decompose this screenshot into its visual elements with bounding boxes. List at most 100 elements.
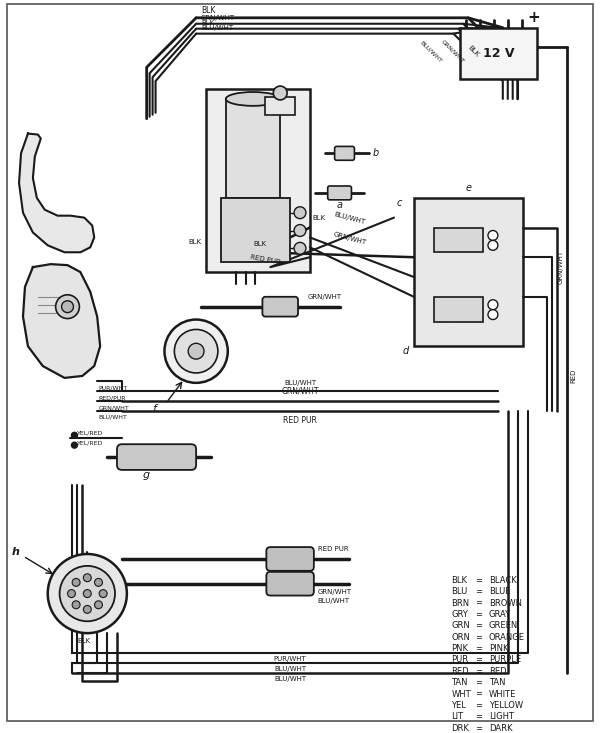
Text: YEL: YEL [451, 701, 466, 710]
Text: GRN/WHT: GRN/WHT [318, 589, 352, 594]
Text: BLK: BLK [466, 45, 480, 58]
Circle shape [294, 243, 306, 254]
Text: RED: RED [570, 369, 576, 383]
Text: GRN: GRN [451, 622, 470, 630]
Text: =: = [476, 655, 482, 664]
Text: PUR: PUR [451, 655, 469, 664]
Text: g: g [143, 470, 150, 480]
Bar [265, 97, 295, 115]
Bar [460, 28, 538, 79]
Circle shape [83, 605, 91, 614]
Text: BLK: BLK [254, 241, 267, 247]
Text: BLK: BLK [77, 638, 91, 644]
Text: =: = [476, 610, 482, 619]
Text: BLU/WHT: BLU/WHT [274, 676, 306, 682]
Text: =: = [476, 667, 482, 676]
Text: BLU/WHT: BLU/WHT [284, 380, 316, 386]
Polygon shape [19, 133, 94, 252]
Text: BLK: BLK [451, 575, 467, 585]
FancyBboxPatch shape [328, 186, 352, 200]
Text: BLU/WHT: BLU/WHT [333, 211, 366, 226]
Text: GRN/WHT: GRN/WHT [281, 387, 319, 396]
FancyBboxPatch shape [335, 147, 355, 161]
Text: PUR/WHT: PUR/WHT [274, 656, 307, 662]
Text: BLK: BLK [201, 6, 215, 15]
Text: BLU/WHT: BLU/WHT [274, 666, 306, 672]
Text: GRN/WHT: GRN/WHT [308, 294, 342, 300]
Circle shape [72, 578, 80, 586]
Text: =: = [476, 633, 482, 641]
Text: d: d [403, 346, 409, 356]
Text: f: f [152, 404, 157, 413]
Text: RED PUR: RED PUR [283, 416, 317, 424]
Text: PINK: PINK [489, 644, 508, 653]
Circle shape [83, 589, 91, 597]
Text: RED: RED [489, 667, 506, 676]
Text: BLK: BLK [201, 20, 214, 26]
Text: PURPLE: PURPLE [489, 655, 521, 664]
Text: BLU: BLU [451, 587, 467, 596]
Text: +: + [527, 10, 540, 26]
Text: DRK: DRK [451, 723, 469, 733]
Text: GRAY: GRAY [489, 610, 511, 619]
Text: 12 V: 12 V [483, 47, 515, 60]
Text: =: = [476, 599, 482, 608]
Circle shape [488, 240, 498, 250]
Text: BLU/WHT: BLU/WHT [201, 25, 233, 31]
Text: =: = [476, 678, 482, 687]
Text: BLU/WHT: BLU/WHT [98, 415, 127, 420]
Text: =: = [476, 723, 482, 733]
Text: BLK: BLK [313, 215, 326, 221]
Text: RED/PUR: RED/PUR [98, 395, 125, 400]
Text: =: = [476, 622, 482, 630]
Text: =: = [476, 701, 482, 710]
Circle shape [273, 86, 287, 100]
Text: BROWN: BROWN [489, 599, 522, 608]
Circle shape [488, 230, 498, 240]
Text: WHITE: WHITE [489, 690, 517, 699]
Text: TAN: TAN [489, 678, 505, 687]
Text: RED PUR: RED PUR [250, 254, 281, 265]
Bar [226, 99, 280, 198]
Text: c: c [396, 198, 401, 208]
Text: PUR/WHT: PUR/WHT [98, 386, 127, 390]
Circle shape [188, 343, 204, 359]
Text: ORANGE: ORANGE [489, 633, 525, 641]
Circle shape [48, 554, 127, 633]
Circle shape [95, 578, 103, 586]
Text: GRN/WHT: GRN/WHT [440, 39, 466, 64]
Text: RED: RED [451, 667, 469, 676]
Text: YEL/RED: YEL/RED [77, 431, 104, 436]
Circle shape [99, 589, 107, 597]
Text: GRN/WHT: GRN/WHT [98, 405, 129, 410]
Circle shape [71, 442, 77, 448]
Bar [434, 297, 483, 322]
Text: BLACK: BLACK [489, 575, 517, 585]
Circle shape [59, 566, 115, 622]
Text: ORN: ORN [451, 633, 470, 641]
Text: =: = [476, 587, 482, 596]
Text: GRN/WHT: GRN/WHT [557, 250, 563, 284]
Text: BLUE: BLUE [489, 587, 511, 596]
Circle shape [294, 207, 306, 218]
Text: BLU/WHT: BLU/WHT [318, 598, 350, 605]
Text: GRN/WHT: GRN/WHT [201, 15, 235, 21]
Circle shape [95, 601, 103, 608]
Text: RED PUR: RED PUR [318, 546, 349, 552]
Text: LIT: LIT [451, 712, 463, 721]
Bar [434, 227, 483, 252]
Text: YELLOW: YELLOW [489, 701, 523, 710]
Bar [206, 89, 310, 272]
Text: h: h [12, 547, 20, 557]
Bar [221, 198, 290, 262]
Text: BLU/WHT: BLU/WHT [419, 40, 443, 64]
Polygon shape [23, 264, 100, 378]
Text: b: b [372, 148, 379, 158]
Text: YEL/RED: YEL/RED [77, 441, 104, 446]
Text: e: e [465, 183, 471, 193]
Text: DARK: DARK [489, 723, 512, 733]
Circle shape [164, 320, 228, 383]
Text: =: = [476, 575, 482, 585]
Circle shape [488, 309, 498, 320]
Text: LIGHT: LIGHT [489, 712, 514, 721]
